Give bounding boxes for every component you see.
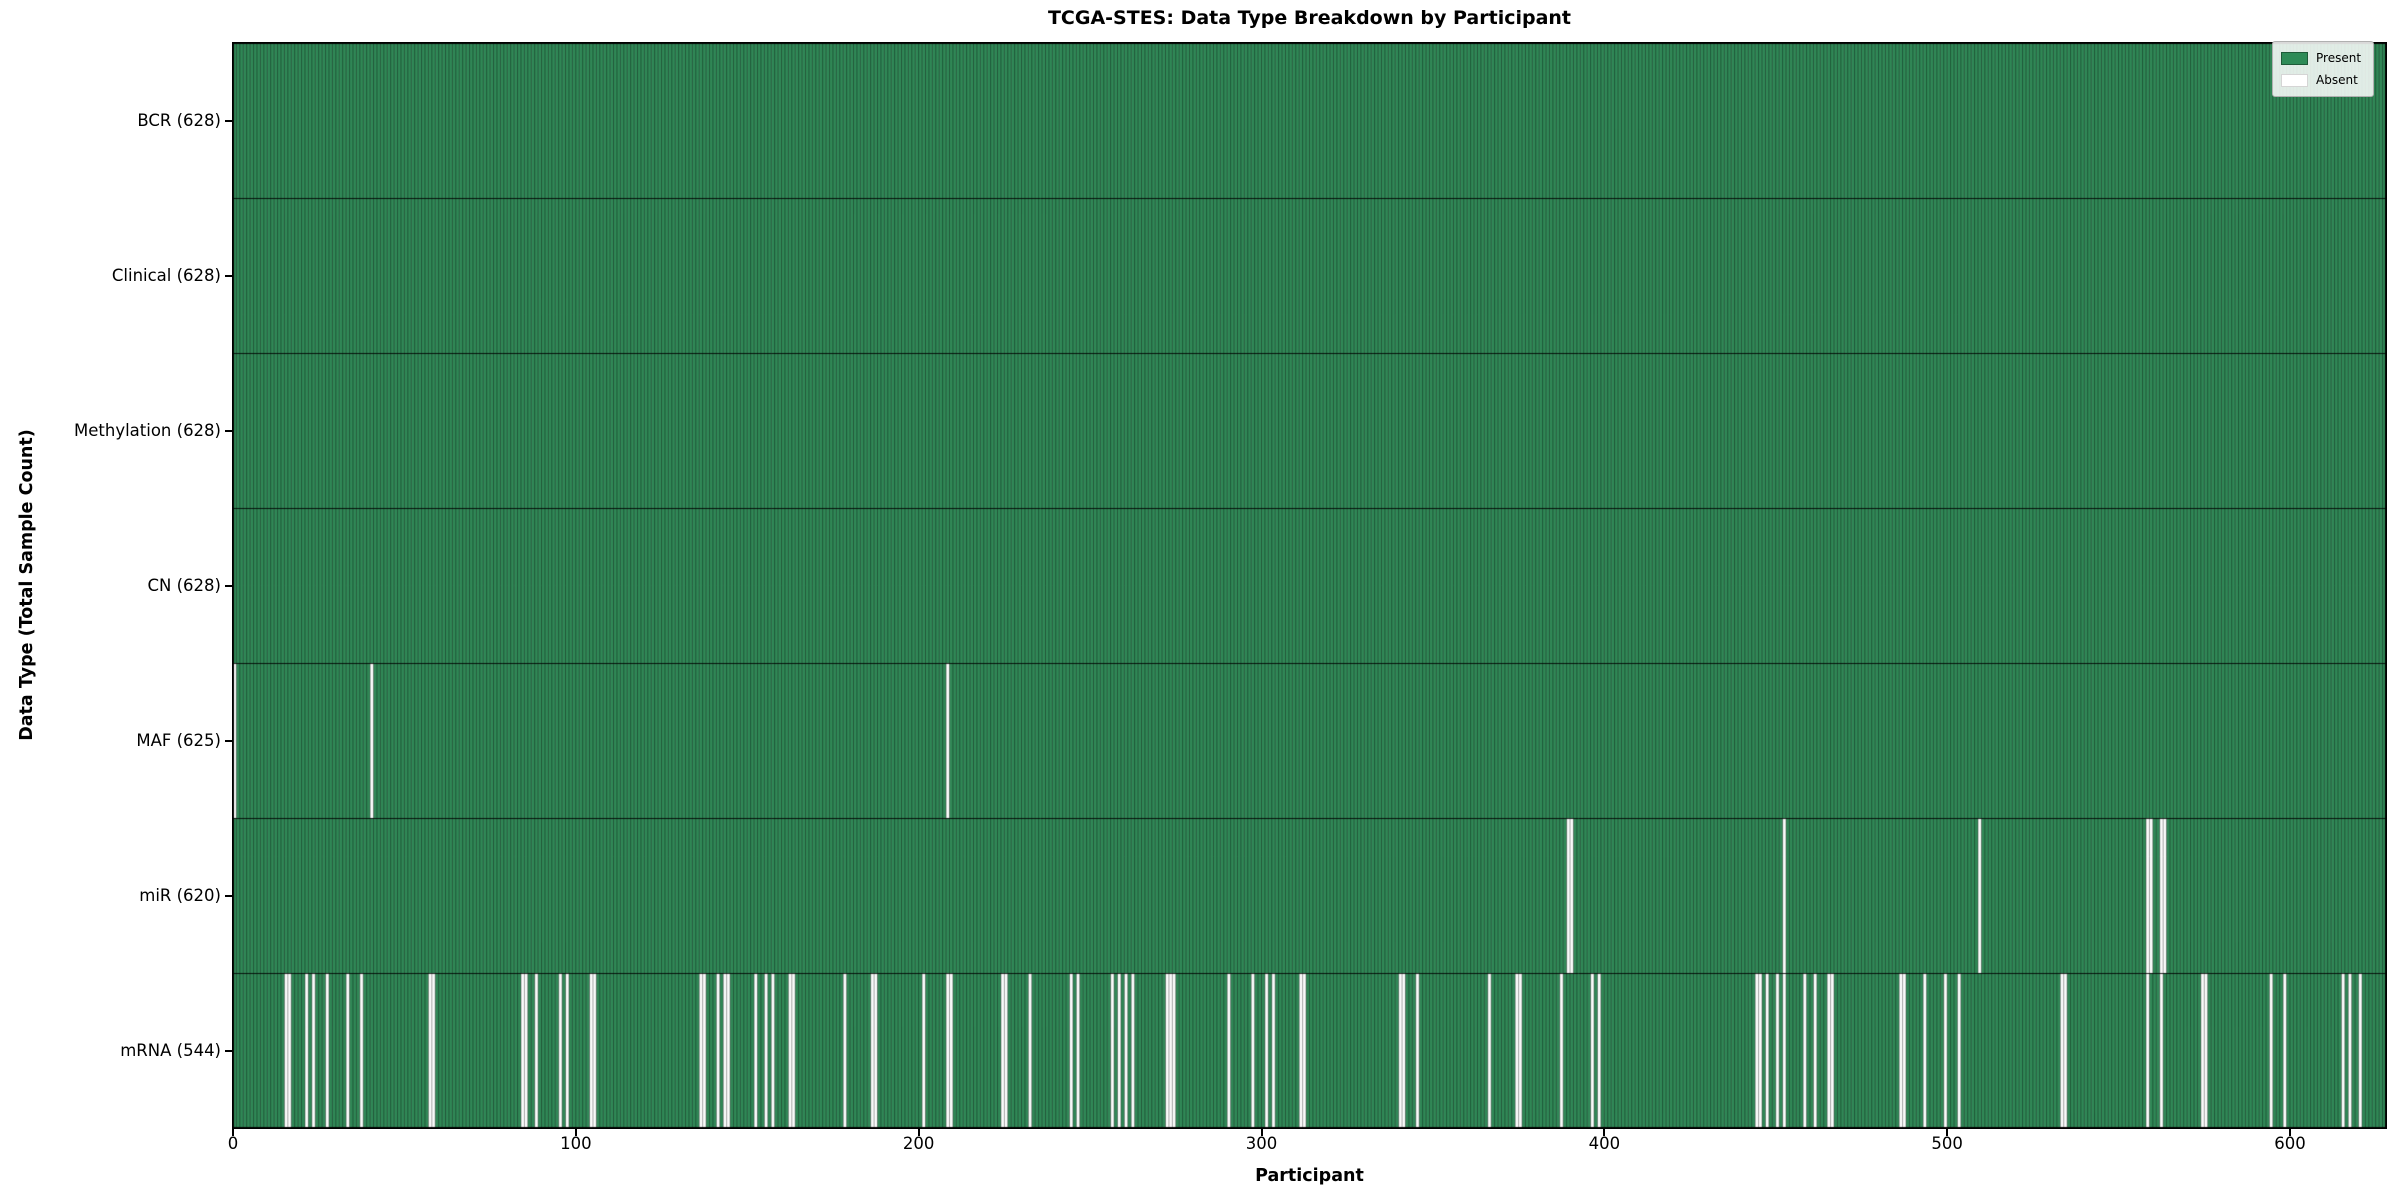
y-tick-mark [225,739,233,742]
x-tick-mark [917,1128,920,1136]
x-tick-label: 400 [1588,1134,1621,1153]
y-tick-label: MAF (625) [136,730,221,750]
x-tick-mark [1260,1128,1263,1136]
y-tick-mark [225,119,233,122]
y-tick-label: BCR (628) [137,110,221,130]
x-tick-mark [1603,1128,1606,1136]
y-tick-label: Clinical (628) [111,265,221,285]
y-tick-mark [225,429,233,432]
y-tick-mark [225,1049,233,1052]
y-tick-label: mRNA (544) [120,1040,221,1060]
x-tick-label: 100 [560,1134,592,1153]
legend-swatch-present-icon [2281,51,2308,65]
legend-entry-absent: Absent [2281,69,2373,91]
legend-label-absent: Absent [2316,73,2358,87]
legend-swatch-absent-icon [2281,73,2308,87]
x-tick-mark [1946,1128,1949,1136]
legend: Present Absent [2272,41,2374,97]
y-tick-mark [225,274,233,277]
legend-entry-present: Present [2281,47,2373,69]
chart-title: TCGA-STES: Data Type Breakdown by Partic… [1047,7,1572,29]
x-tick-mark [574,1128,577,1136]
x-tick-label: 300 [1245,1134,1278,1153]
x-tick-mark [232,1128,234,1136]
legend-label-present: Present [2316,51,2362,65]
y-tick-mark [225,894,233,897]
y-tick-mark [225,584,233,587]
plot-area [232,42,2387,1129]
x-tick-label: 600 [2274,1134,2306,1153]
x-tick-label: 0 [227,1134,239,1153]
y-tick-label: CN (628) [147,575,221,595]
x-tick-mark [2289,1128,2291,1136]
x-tick-label: 500 [1931,1134,1963,1153]
x-tick-label: 200 [902,1134,935,1153]
y-tick-label: miR (620) [139,885,221,905]
y-tick-label: Methylation (628) [74,420,221,440]
x-axis-title: Participant [1255,1166,1364,1186]
